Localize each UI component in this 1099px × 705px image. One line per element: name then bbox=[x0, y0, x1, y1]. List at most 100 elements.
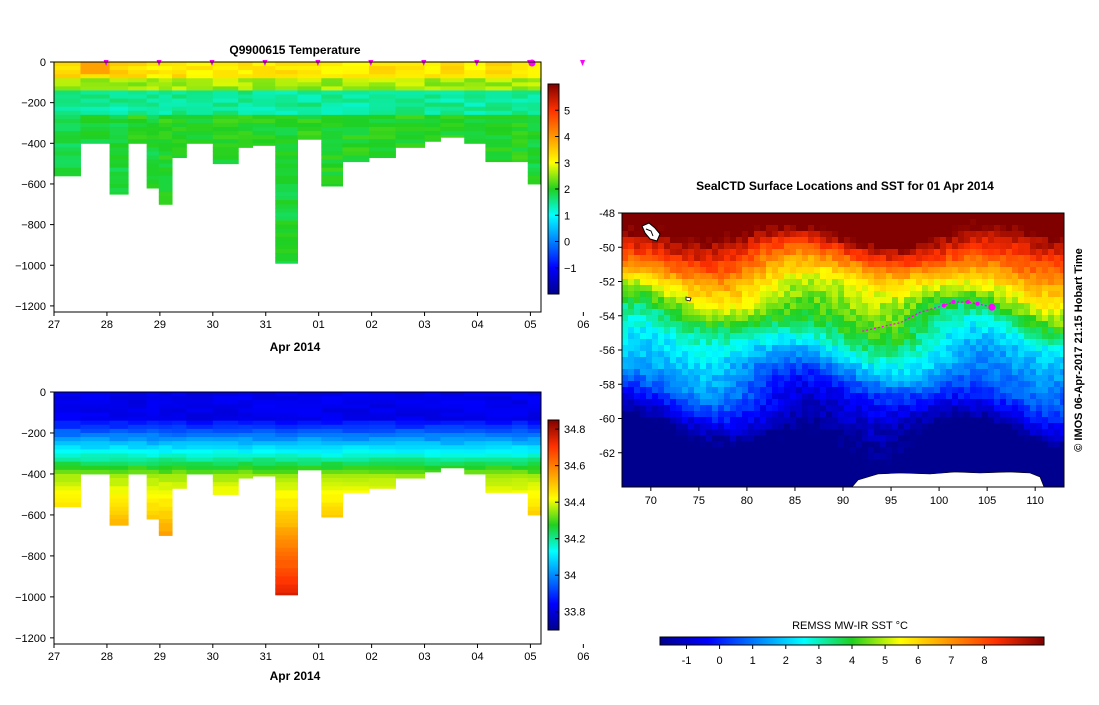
salinity-cell bbox=[440, 416, 465, 422]
sst-cell bbox=[790, 309, 797, 316]
sst-cell bbox=[958, 321, 965, 328]
salinity-cell bbox=[527, 502, 541, 508]
sst-cell bbox=[1036, 399, 1043, 406]
salinity-cell bbox=[368, 469, 396, 475]
temperature-cell bbox=[485, 151, 513, 156]
sst-cell bbox=[808, 279, 815, 286]
sst-cell bbox=[862, 405, 869, 412]
sst-cell bbox=[790, 441, 797, 448]
sst-cell bbox=[742, 261, 749, 268]
sst-cell bbox=[940, 363, 947, 370]
sst-cell bbox=[1006, 411, 1013, 418]
salinity-cell bbox=[342, 404, 370, 409]
sst-cell bbox=[832, 459, 839, 466]
sst-cell bbox=[676, 381, 683, 388]
sst-cell bbox=[988, 225, 995, 232]
sst-cell bbox=[718, 219, 725, 226]
sst-cell bbox=[748, 351, 755, 358]
sst-cell bbox=[622, 459, 629, 466]
sst-cell bbox=[670, 249, 677, 256]
sst-cell bbox=[928, 381, 935, 388]
sst-cell bbox=[1048, 273, 1055, 280]
sst-cell bbox=[676, 357, 683, 364]
sst-cell bbox=[754, 405, 761, 412]
sst-cell bbox=[700, 315, 707, 322]
sst-cell bbox=[868, 369, 875, 376]
sst-cell bbox=[658, 399, 665, 406]
sst-cell bbox=[922, 381, 929, 388]
temperature-cell bbox=[109, 179, 129, 185]
sst-cell bbox=[778, 459, 785, 466]
temperature-cell bbox=[511, 70, 529, 75]
sst-cell bbox=[1030, 243, 1037, 250]
sst-cell bbox=[754, 471, 761, 478]
sst-cell bbox=[988, 273, 995, 280]
sst-cell bbox=[628, 411, 635, 418]
sst-cell bbox=[676, 309, 683, 316]
temperature-cell bbox=[158, 183, 173, 189]
sst-cell bbox=[820, 345, 827, 352]
salinity-cell bbox=[342, 486, 370, 491]
sst-cell bbox=[724, 321, 731, 328]
sst-cell bbox=[778, 423, 785, 430]
salinity-cell bbox=[321, 445, 343, 450]
sst-cell bbox=[634, 387, 641, 394]
sst-cell bbox=[760, 321, 767, 328]
sst-cell bbox=[730, 321, 737, 328]
temperature-cb-label: 0 bbox=[564, 237, 570, 249]
sst-cell bbox=[1054, 315, 1061, 322]
temperature-cell bbox=[146, 127, 160, 132]
temperature-cell bbox=[342, 110, 370, 116]
sst-cell bbox=[976, 243, 983, 250]
temperature-cell bbox=[109, 82, 129, 87]
temperature-cell bbox=[109, 192, 129, 195]
sst-cell bbox=[910, 219, 917, 226]
temperature-cell bbox=[109, 102, 129, 108]
sst-cell bbox=[1060, 477, 1064, 484]
sst-cell bbox=[802, 429, 809, 436]
sst-cell bbox=[940, 231, 947, 238]
sst-cell bbox=[1030, 333, 1037, 340]
sst-cell bbox=[742, 213, 749, 220]
sst-cell bbox=[766, 405, 773, 412]
temperature-cell bbox=[238, 78, 254, 83]
sst-cell bbox=[826, 249, 833, 256]
temperature-cell bbox=[275, 147, 298, 152]
temperature-cell bbox=[342, 155, 370, 161]
sst-cell bbox=[634, 447, 641, 454]
sst-cell bbox=[742, 243, 749, 250]
sst-cell bbox=[862, 345, 869, 352]
sst-cell bbox=[886, 327, 893, 334]
sst-cell bbox=[886, 429, 893, 436]
salinity-cell bbox=[146, 420, 160, 426]
sst-cell bbox=[670, 393, 677, 400]
sst-cell bbox=[922, 321, 929, 328]
sst-cell bbox=[874, 237, 881, 244]
temperature-xtick-label: 30 bbox=[207, 319, 219, 331]
sst-cell bbox=[688, 483, 695, 487]
sst-cell bbox=[940, 357, 947, 364]
salinity-cell bbox=[485, 412, 513, 418]
temperature-cell bbox=[275, 94, 298, 100]
salinity-cell bbox=[275, 482, 298, 487]
salinity-cell bbox=[342, 445, 370, 450]
temperature-cell bbox=[511, 127, 529, 132]
temperature-cell bbox=[54, 147, 81, 152]
sst-cell bbox=[736, 351, 743, 358]
temperature-cell bbox=[464, 135, 486, 140]
sst-cell bbox=[1012, 369, 1019, 376]
sst-cell bbox=[676, 435, 683, 442]
sst-cell bbox=[1042, 333, 1049, 340]
sst-cell bbox=[880, 261, 887, 268]
sst-cell bbox=[772, 345, 779, 352]
sst-cell bbox=[928, 291, 935, 298]
salinity-cell bbox=[128, 396, 148, 401]
sst-cell bbox=[670, 327, 677, 334]
sst-cell bbox=[922, 369, 929, 376]
sst-cell bbox=[664, 405, 671, 412]
sst-cb-label: 6 bbox=[915, 655, 921, 667]
sst-cell bbox=[892, 417, 899, 424]
sst-cell bbox=[1006, 375, 1013, 382]
temperature-cell bbox=[109, 135, 129, 140]
sst-cell bbox=[784, 291, 791, 298]
